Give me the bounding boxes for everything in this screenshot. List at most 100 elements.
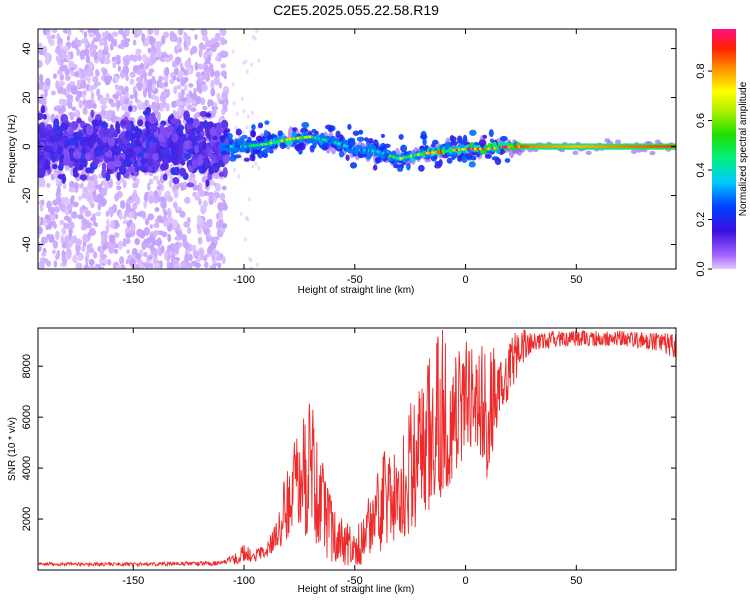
heat-cell [142, 110, 151, 116]
colorbar-label: Normalized spectral amplitude [738, 81, 749, 216]
heat-cell [614, 139, 621, 144]
heat-cell [488, 129, 494, 138]
heat-cell [70, 70, 75, 77]
heat-cell [93, 251, 98, 259]
snr-y-tick-label: 8000 [21, 354, 33, 378]
spectrogram-y-tick-label: 20 [21, 91, 33, 103]
heat-cell [150, 125, 158, 133]
heat-cell [99, 37, 104, 47]
heat-cell [51, 29, 58, 34]
heat-cell [181, 133, 186, 142]
heat-cell [65, 41, 72, 48]
heat-cell [53, 118, 60, 128]
heat-cell [117, 85, 125, 92]
heat-cell [194, 34, 198, 40]
heat-cell [109, 234, 116, 244]
heat-cell [147, 164, 154, 173]
heat-cell [214, 32, 221, 42]
heat-cell [231, 82, 235, 87]
heat-cell [120, 120, 127, 127]
heat-cell [380, 133, 386, 138]
spectrogram-panel: -150 -100 -50 0 50 -40 -20 0 20 40 Height of str… [7, 28, 677, 296]
heat-cell [38, 181, 41, 189]
heat-cell [572, 150, 579, 156]
heat-cell [103, 58, 111, 65]
heat-cell [133, 210, 137, 220]
heat-cell [51, 206, 55, 216]
heat-cell [112, 203, 118, 214]
heat-cell [124, 97, 129, 105]
colorbar-tick-label: 0.2 [695, 212, 707, 227]
heat-cell [144, 61, 152, 67]
heat-cell [169, 78, 175, 85]
heat-cell [144, 129, 151, 139]
heat-cell [169, 34, 177, 42]
heat-cell [324, 124, 333, 130]
heat-cell [100, 109, 107, 117]
heat-cell [96, 88, 101, 97]
heat-cell [244, 59, 248, 64]
heat-cell [137, 81, 143, 92]
heat-cell [123, 37, 131, 43]
heat-cell [155, 49, 162, 58]
heat-cell [169, 250, 173, 257]
heat-cell [194, 144, 199, 154]
heat-cell [45, 259, 50, 265]
heat-cell [99, 128, 106, 138]
heat-cell [52, 223, 58, 229]
heat-cell [102, 258, 108, 265]
heat-cell [214, 70, 221, 78]
heat-cell [60, 64, 67, 72]
heat-cell [185, 93, 190, 101]
heat-cell [38, 226, 44, 235]
heat-cell [406, 162, 411, 171]
heat-cell [400, 144, 408, 153]
heat-cell [172, 244, 180, 254]
heat-cell [255, 29, 259, 34]
heat-cell [148, 68, 155, 73]
heat-cell [156, 185, 161, 191]
heat-cell [109, 210, 114, 218]
heat-cell [166, 196, 174, 203]
heat-cell [158, 79, 163, 89]
colorbar-tick-label: 0.6 [695, 113, 707, 128]
heat-cell [208, 179, 215, 186]
heat-cell [251, 164, 255, 169]
chart-title: C2E5.2025.055.22.58.R19 [273, 2, 439, 18]
heat-cell [160, 245, 165, 254]
spectrogram-frame [37, 28, 677, 270]
heat-cell [347, 123, 352, 130]
heat-cell [141, 211, 146, 220]
heat-cell [63, 149, 70, 160]
heat-cell [203, 261, 209, 269]
snr-y-label: SNR (10 * v/v) [7, 417, 18, 481]
heat-cell [81, 204, 86, 211]
heat-cell [137, 119, 144, 127]
heat-cell [254, 161, 258, 167]
heat-cell [239, 211, 243, 217]
heat-cell [450, 140, 459, 146]
heat-cell [171, 142, 179, 149]
heat-cell [90, 40, 95, 49]
heat-cell [40, 97, 47, 107]
heat-cell [130, 222, 136, 232]
heat-cell [51, 141, 59, 153]
heat-cell [257, 152, 263, 159]
heat-cell [124, 158, 133, 168]
heat-cell [50, 90, 56, 96]
heat-cell [172, 201, 178, 209]
heat-cell [147, 47, 152, 54]
heat-cell [220, 63, 227, 69]
heat-cell [132, 54, 138, 63]
heat-cell [38, 60, 43, 68]
heat-cell [150, 49, 156, 59]
heat-cell [484, 154, 492, 159]
heat-cell [46, 31, 51, 40]
heat-cell [85, 211, 92, 217]
heat-cell [72, 150, 82, 160]
heat-cell [95, 81, 102, 86]
snr-panel: -150 -100 -50 0 50 2000 4000 6000 8000 Height o… [7, 327, 677, 595]
heat-cell [220, 119, 229, 130]
heat-cell [204, 39, 212, 48]
heat-cell [106, 223, 111, 229]
